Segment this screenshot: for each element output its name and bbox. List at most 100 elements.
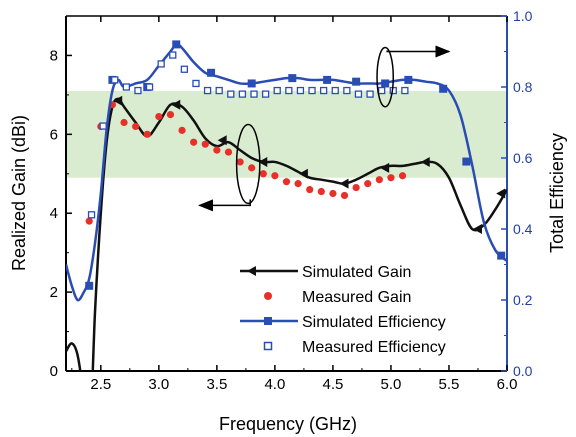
- simulated-gain-marker: [496, 188, 506, 199]
- simulated-gain-marker: [113, 95, 123, 106]
- measured-gain-point: [155, 112, 163, 121]
- legend-label: Simulated Gain: [302, 264, 411, 281]
- x-tick-label: 3.0: [148, 376, 169, 393]
- measured-efficiency-point: [354, 90, 363, 98]
- measured-gain-point: [248, 164, 256, 172]
- measured-gain-point: [294, 180, 302, 188]
- simulated-efficiency-marker: [439, 84, 448, 93]
- annotation-ellipse: [235, 123, 261, 205]
- measured-efficiency-point: [285, 86, 293, 95]
- measured-efficiency-point: [215, 86, 223, 95]
- annotation-ellipse: [376, 46, 395, 108]
- y-tick-label-right: 0.8: [513, 79, 533, 95]
- measured-gain-point: [329, 189, 337, 198]
- x-tick-label: 5.5: [439, 376, 460, 393]
- tick-label-layer: 2.5 3.0 3.5 4.0 4.5 5.0 5.5 6.0 0 2 4 6 8 0.0 0.2 0.4 0.…: [50, 8, 533, 393]
- x-tick-label: 4.5: [322, 376, 343, 393]
- simulated-gain-marker: [171, 99, 181, 110]
- simulated-efficiency-marker: [207, 68, 216, 77]
- measured-efficiency-point: [308, 86, 316, 95]
- measured-efficiency-point: [192, 79, 200, 88]
- measured-gain-point: [375, 176, 383, 184]
- simulated-efficiency-marker: [85, 281, 94, 290]
- y-tick-label-left: 8: [50, 47, 58, 64]
- measured-gain-point: [259, 170, 267, 178]
- open-square-icon: [263, 341, 273, 351]
- simulated-gain-marker: [217, 135, 227, 146]
- legend-entry-simulated-efficiency: Simulated Efficiency: [240, 314, 446, 331]
- series-layer: [66, 40, 507, 371]
- measured-gain-point: [201, 140, 209, 148]
- measured-efficiency-point: [401, 86, 409, 95]
- measured-gain-point: [85, 217, 93, 225]
- measured-gain-point: [143, 130, 151, 138]
- simulated-gain-marker: [339, 178, 349, 189]
- measured-gain-point: [364, 180, 372, 188]
- measured-gain-point: [271, 172, 279, 180]
- measured-efficiency-point: [296, 86, 305, 95]
- measured-efficiency-point: [157, 60, 165, 68]
- x-tick-label: 4.0: [264, 376, 285, 393]
- measured-efficiency-point: [366, 90, 374, 98]
- simulated-efficiency-marker: [352, 77, 361, 86]
- simulated-efficiency-marker: [381, 79, 390, 88]
- measured-efficiency-point: [203, 86, 212, 95]
- legend: Simulated Gain Measured Gain Simulated E…: [240, 264, 446, 356]
- measured-efficiency-point: [319, 86, 328, 95]
- simulated-gain-marker: [298, 168, 308, 179]
- axes-layer: [65, 15, 508, 372]
- measured-gain-point: [213, 146, 221, 154]
- measured-efficiency-point: [122, 83, 130, 91]
- y-tick-label-right: 0.2: [513, 292, 533, 308]
- measured-gain-point: [282, 178, 291, 186]
- y-tick-label-right: 0.4: [513, 221, 533, 237]
- measured-efficiency-point: [261, 90, 270, 98]
- triangle-left-icon: [247, 266, 256, 276]
- measured-efficiency-point: [99, 122, 107, 130]
- y-axis-title-right: Total Efficiency: [547, 133, 567, 253]
- y-tick-label-left: 6: [50, 126, 58, 143]
- legend-label: Simulated Efficiency: [302, 314, 446, 331]
- measured-efficiency-point: [134, 86, 142, 95]
- measured-efficiency-point: [145, 83, 154, 91]
- simulated-efficiency-marker: [247, 79, 256, 88]
- simulated-efficiency-marker: [288, 74, 297, 83]
- x-tick-label: 5.0: [381, 376, 402, 393]
- measured-efficiency-point: [87, 211, 96, 219]
- legend-label: Measured Efficiency: [302, 339, 446, 356]
- legend-entry-simulated-gain: Simulated Gain: [240, 264, 411, 281]
- measured-efficiency-point: [378, 86, 386, 95]
- x-axis-title: Frequency (GHz): [219, 414, 357, 434]
- measured-gain-point: [190, 138, 198, 146]
- measured-gain-point: [166, 111, 175, 119]
- simulated-efficiency-marker: [172, 40, 181, 49]
- annotation-layer: [197, 45, 451, 212]
- measured-gain-point: [398, 172, 407, 180]
- measured-gain-point: [352, 183, 360, 192]
- simulated-efficiency-marker: [462, 157, 471, 166]
- measured-efficiency-point: [250, 90, 258, 98]
- legend-entry-measured-gain: Measured Gain: [264, 289, 411, 306]
- measured-gain-point: [317, 187, 325, 196]
- simulated-efficiency-marker: [404, 75, 413, 84]
- y-tick-label-left: 4: [50, 205, 58, 222]
- x-tick-label: 6.0: [497, 376, 518, 393]
- y-tick-label-right: 1.0: [513, 8, 533, 24]
- measured-gain-point: [224, 148, 233, 156]
- measured-gain-point: [306, 185, 314, 194]
- measured-efficiency-point: [111, 76, 119, 84]
- measured-efficiency-point: [238, 90, 247, 98]
- y-tick-label-right: 0.0: [513, 363, 533, 379]
- legend-label: Measured Gain: [302, 289, 411, 306]
- simulated-efficiency-marker: [323, 75, 332, 84]
- measured-gain-point: [387, 174, 395, 182]
- simulated-gain-marker: [420, 156, 430, 167]
- y-tick-label-left: 0: [50, 363, 58, 380]
- measured-gain-point: [178, 126, 186, 134]
- simulated-gain-marker: [258, 156, 268, 167]
- red-dot-icon: [264, 292, 272, 300]
- measured-efficiency-point: [180, 65, 189, 73]
- measured-efficiency-point: [227, 90, 235, 98]
- legend-entry-measured-efficiency: Measured Efficiency: [263, 339, 446, 356]
